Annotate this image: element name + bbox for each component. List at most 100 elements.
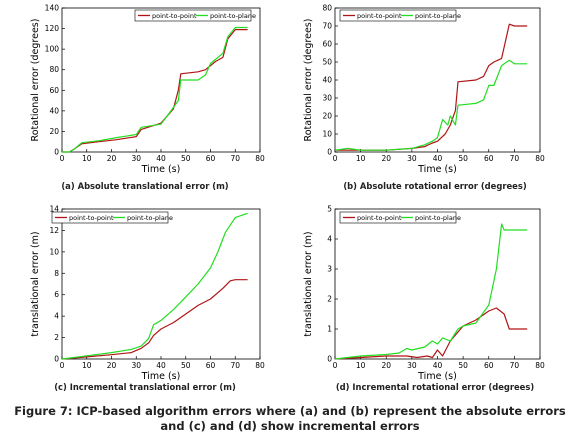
x-tick-label: 0 <box>333 361 338 370</box>
y-axis-label: translational error (m) <box>30 231 41 336</box>
axes-box <box>61 208 261 360</box>
legend-label: point-to-plane <box>210 12 256 20</box>
series-line-point-to-plane <box>61 212 248 360</box>
x-tick-label: 30 <box>407 361 417 370</box>
panel-d: 0 10 20 30 40 50 60 70 80 0 1 2 3 4 5 Time (s) translati… <box>290 200 580 400</box>
x-tick-label: 40 <box>156 361 166 370</box>
legend-label: point-to-plane <box>415 214 461 222</box>
x-tick-label: 70 <box>230 154 240 163</box>
y-tick-label: 20 <box>322 112 332 121</box>
y-tick-label: 20 <box>49 127 59 136</box>
panel-c: 0 10 20 30 40 50 60 70 80 0 2 4 6 8 10 12 14 Time (s) tran… <box>0 200 290 400</box>
x-tick-label: 40 <box>433 154 443 163</box>
x-tick-label: 80 <box>255 361 265 370</box>
legend: point-to-point point-to-plane <box>51 211 173 224</box>
x-tick-label: 30 <box>131 154 141 163</box>
x-tick-label: 60 <box>484 154 494 163</box>
x-tick-label: 10 <box>82 154 92 163</box>
y-tick-label: 2 <box>54 333 59 342</box>
y-axis-label: Rotational error (degrees) <box>303 19 314 142</box>
x-tick-label: 80 <box>255 154 265 163</box>
legend: point-to-point point-to-plane <box>339 9 461 22</box>
series-line-point-to-plane <box>62 26 248 153</box>
axes-box <box>334 7 541 153</box>
x-tick-label: 10 <box>356 154 366 163</box>
y-tick-label: 0 <box>54 148 59 157</box>
legend-label: point-to-point <box>357 214 402 222</box>
x-tick-label: 60 <box>206 361 216 370</box>
x-tick-label: 10 <box>356 361 366 370</box>
x-tick-label: 0 <box>333 154 338 163</box>
y-tick-label: 50 <box>322 58 332 67</box>
y-tick-label: 120 <box>45 24 60 33</box>
legend-box <box>339 9 457 22</box>
y-axis-label: Rotational error (degrees) <box>30 19 41 142</box>
chart-a-absolute-translational: 0 10 20 30 40 50 60 70 80 0 20 40 60 80 100 120 140 Time … <box>30 4 265 176</box>
y-tick-label: 10 <box>322 130 332 139</box>
x-tick-label: 10 <box>82 361 92 370</box>
chart-d-incremental-rotational: 0 10 20 30 40 50 60 70 80 0 1 2 3 4 5 Time (s) translati… <box>303 205 545 383</box>
caption-d: (d) Incremental rotational error (degree… <box>335 382 535 392</box>
x-axis-label: Time (s) <box>417 371 457 382</box>
x-tick-label: 50 <box>458 361 468 370</box>
legend-box <box>339 211 457 224</box>
y-tick-label: 80 <box>322 4 332 13</box>
legend-label: point-to-point <box>357 12 402 20</box>
x-tick-label: 50 <box>181 361 191 370</box>
figure-caption-line-1: Figure 7: ICP-based algorithm errors whe… <box>14 404 566 418</box>
chart-c-incremental-translational: 0 10 20 30 40 50 60 70 80 0 2 4 6 8 10 12 14 Time (s) tran… <box>30 205 265 383</box>
x-tick-label: 40 <box>433 361 443 370</box>
caption-a: (a) Absolute translational error (m) <box>61 181 229 191</box>
x-tick-label: 60 <box>206 154 216 163</box>
y-tick-label: 0 <box>327 148 332 157</box>
x-tick-label: 70 <box>510 154 520 163</box>
x-tick-label: 30 <box>131 361 141 370</box>
x-axis-label: Time (s) <box>141 371 181 382</box>
x-tick-label: 20 <box>107 361 117 370</box>
caption-c: (c) Incremental translational error (m) <box>54 382 236 392</box>
legend-label: point-to-plane <box>415 12 461 20</box>
x-tick-label: 0 <box>60 361 65 370</box>
legend-box <box>51 211 169 224</box>
series-line-point-to-point <box>61 279 248 360</box>
x-axis-label: Time (s) <box>417 164 457 175</box>
x-tick-label: 80 <box>535 361 545 370</box>
x-tick-label: 20 <box>381 361 391 370</box>
y-tick-label: 6 <box>54 290 59 299</box>
panel-b: 0 10 20 30 40 50 60 70 80 0 10 20 30 40 50 60 70 80 Time (… <box>290 0 580 200</box>
legend-label: point-to-point <box>69 214 114 222</box>
y-tick-label: 70 <box>322 22 332 31</box>
panel-a: 0 10 20 30 40 50 60 70 80 0 20 40 60 80 100 120 140 Time … <box>0 0 290 200</box>
legend: point-to-point point-to-plane <box>134 9 256 22</box>
caption-b: (b) Absolute rotational error (degrees) <box>343 181 527 191</box>
y-tick-label: 140 <box>45 4 60 13</box>
chart-b-absolute-rotational: 0 10 20 30 40 50 60 70 80 0 10 20 30 40 50 60 70 80 Time (… <box>303 4 545 176</box>
x-tick-label: 20 <box>381 154 391 163</box>
axes-box <box>61 7 261 153</box>
y-tick-label: 10 <box>49 247 59 256</box>
x-tick-label: 20 <box>107 154 117 163</box>
axes-box <box>334 208 541 360</box>
x-axis-label: Time (s) <box>141 164 181 175</box>
x-tick-label: 70 <box>230 361 240 370</box>
x-tick-label: 80 <box>535 154 545 163</box>
y-tick-label: 14 <box>49 205 59 214</box>
y-tick-label: 5 <box>327 205 332 214</box>
x-tick-label: 50 <box>181 154 191 163</box>
y-tick-label: 30 <box>322 94 332 103</box>
x-tick-label: 70 <box>510 361 520 370</box>
y-tick-label: 0 <box>54 355 59 364</box>
y-tick-label: 40 <box>49 106 59 115</box>
y-tick-label: 0 <box>327 355 332 364</box>
x-tick-label: 30 <box>407 154 417 163</box>
figure-caption-line-2: and (c) and (d) show incremental errors <box>160 419 420 433</box>
y-tick-label: 4 <box>327 235 332 244</box>
x-tick-label: 50 <box>458 154 468 163</box>
y-tick-label: 100 <box>45 45 60 54</box>
y-tick-label: 12 <box>49 226 59 235</box>
series-line-point-to-plane <box>334 59 528 151</box>
y-tick-label: 1 <box>327 325 332 334</box>
x-tick-label: 60 <box>484 361 494 370</box>
legend-label: point-to-plane <box>127 214 173 222</box>
